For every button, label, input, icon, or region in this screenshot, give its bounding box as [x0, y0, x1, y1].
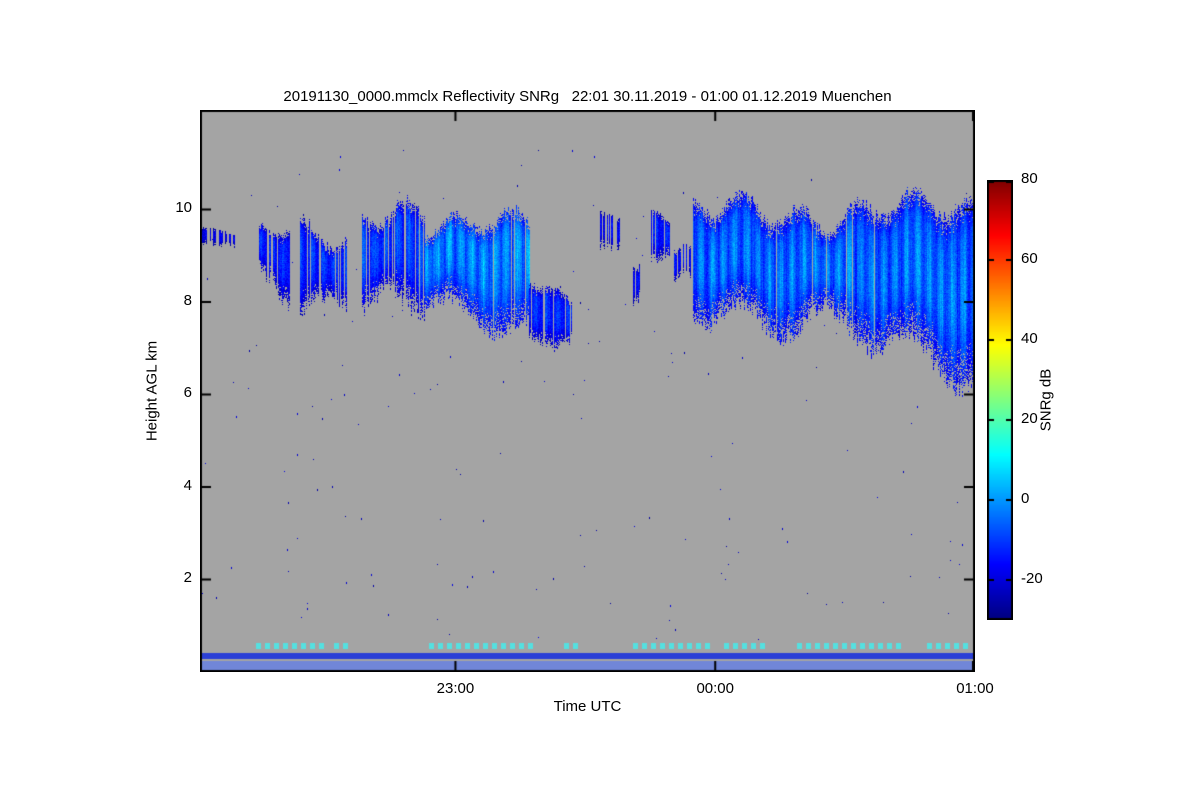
colorbar-label: SNRg dB	[1037, 368, 1055, 432]
y-tick-label: 8	[183, 291, 192, 309]
colorbar-tick-label: 80	[1021, 170, 1038, 187]
y-tick-label: 6	[183, 384, 192, 402]
colorbar-tick-label: 0	[1021, 490, 1030, 507]
x-tick-label: 00:00	[696, 680, 734, 697]
colorbar-tick-label: 60	[1021, 250, 1038, 267]
x-tick-label: 01:00	[956, 680, 994, 697]
colorbar-tick-label: -20	[1021, 570, 1043, 587]
y-tick-label: 2	[183, 569, 192, 587]
colorbar	[987, 180, 1013, 620]
chart-title: 20191130_0000.mmclx Reflectivity SNRg 22…	[283, 88, 892, 105]
heatmap-plot-area	[200, 110, 975, 672]
x-axis-label: Time UTC	[553, 698, 622, 715]
y-tick-label: 4	[183, 476, 192, 494]
x-tick-label: 23:00	[436, 680, 475, 697]
y-tick-label: 10	[175, 199, 192, 217]
colorbar-tick-label: 20	[1021, 410, 1038, 427]
colorbar-tick-label: 40	[1021, 330, 1038, 347]
